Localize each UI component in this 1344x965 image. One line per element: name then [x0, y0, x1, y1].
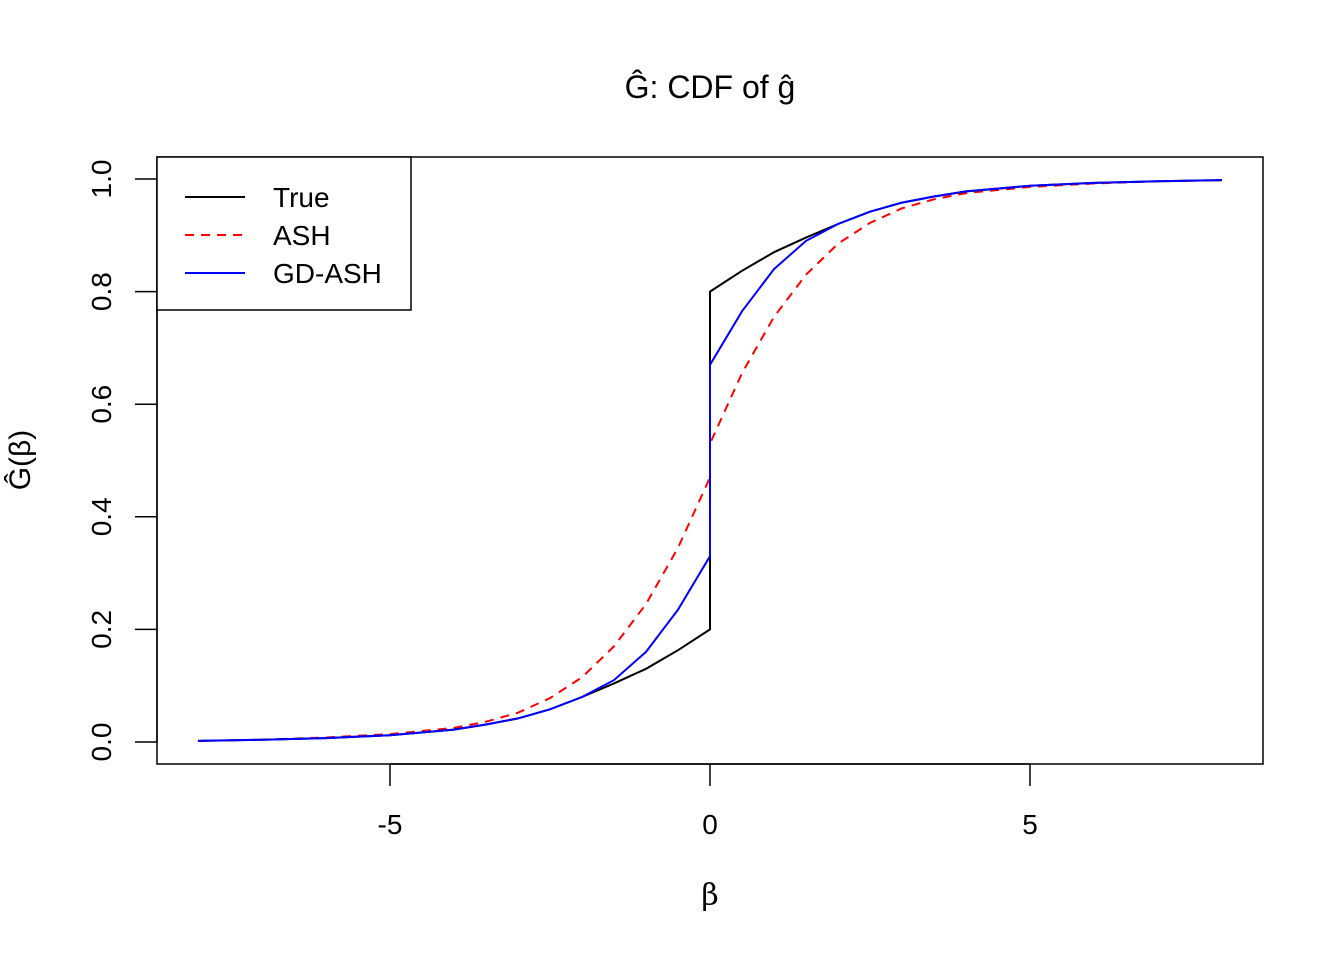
y-tick-label: 1.0	[86, 160, 117, 199]
legend: True ASH GD-ASH	[156, 156, 412, 311]
chart-title: Ĝ: CDF of ĝ	[625, 69, 796, 105]
x-tick-label: 5	[1022, 809, 1038, 840]
y-tick-label: 0.6	[86, 385, 117, 424]
x-axis-label: β	[701, 878, 718, 913]
x-tick-label: -5	[378, 809, 403, 840]
y-tick-label: 0.2	[86, 610, 117, 649]
series-line-gd-ash	[197, 179, 1223, 742]
legend-label: ASH	[273, 220, 331, 251]
series-lines	[197, 179, 1223, 742]
y-tick-label: 0.0	[86, 723, 117, 762]
legend-label: GD-ASH	[273, 258, 382, 289]
x-tick-label: 0	[702, 809, 718, 840]
y-tick-label: 0.8	[86, 272, 117, 311]
y-axis-label: Ĝ(β)	[3, 430, 37, 491]
legend-label: True	[273, 182, 330, 213]
legend-box	[156, 156, 412, 311]
series-line-ash	[197, 179, 1223, 742]
y-tick-label: 0.4	[86, 497, 117, 536]
